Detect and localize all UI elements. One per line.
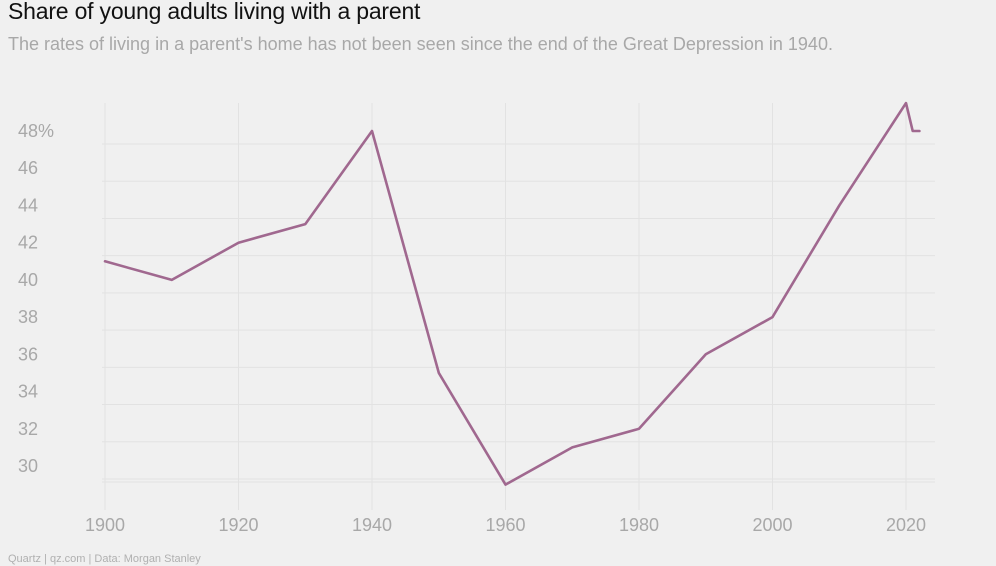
y-tick-label: 38 [18,307,38,327]
y-tick-label: 30 [18,456,38,476]
y-tick-label: 32 [18,419,38,439]
x-axis-ticks: 1900 1920 1940 1960 1980 2000 2020 [85,515,926,535]
y-tick-label: 46 [18,158,38,178]
y-tick-label: 42 [18,233,38,253]
x-tick-label: 2020 [886,515,926,535]
x-tick-label: 1980 [619,515,659,535]
x-tick-label: 1920 [218,515,258,535]
x-tick-label: 1960 [485,515,525,535]
y-tick-label: 40 [18,270,38,290]
chart-source-credit: Quartz | qz.com | Data: Morgan Stanley [8,553,201,565]
gridlines [102,103,935,510]
x-tick-label: 2000 [752,515,792,535]
series-lines [103,101,921,486]
x-tick-label: 1940 [352,515,392,535]
y-tick-label: 48% [18,121,54,141]
series-line [103,101,921,486]
y-tick-label: 34 [18,382,38,402]
y-tick-label: 36 [18,344,38,364]
x-tick-label: 1900 [85,515,125,535]
y-axis-ticks: 30 32 34 36 38 40 42 44 46 48% [18,121,54,476]
chart-subtitle: The rates of living in a parent's home h… [8,34,833,54]
y-tick-label: 44 [18,195,38,215]
chart-title: Share of young adults living with a pare… [8,0,421,24]
